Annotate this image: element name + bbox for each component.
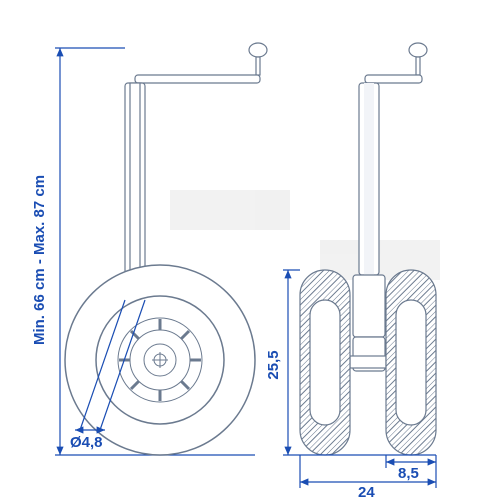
dim-height-label: Min. 66 cm - Max. 87 cm <box>31 175 48 345</box>
dim-total-w-label: 24 <box>358 484 375 500</box>
front-wheel <box>65 265 255 455</box>
crank-knob <box>249 43 267 57</box>
axle <box>350 356 386 368</box>
dim-wheel-width: 8,5 <box>386 455 436 488</box>
dim-wheel-h-label: 25,5 <box>265 350 282 379</box>
diagram-canvas: Min. 66 cm - Max. 87 cm <box>0 0 500 500</box>
dim-wheel-w-label: 8,5 <box>398 465 419 482</box>
front-view <box>65 43 267 455</box>
side-crank-knob <box>409 43 427 57</box>
side-wheel-right <box>386 270 436 455</box>
dim-tube-label: Ø4,8 <box>70 434 103 451</box>
side-wheel-left <box>300 270 350 455</box>
watermark <box>170 190 440 280</box>
